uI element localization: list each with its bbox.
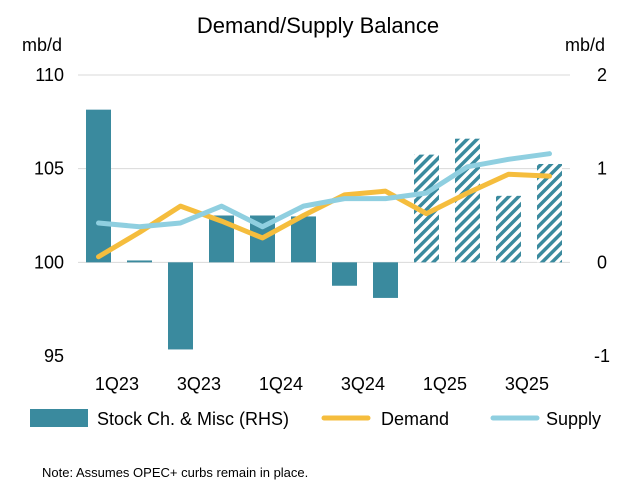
x-tick-label: 3Q23 [177, 374, 221, 394]
stock-change-bar [496, 195, 521, 263]
right-tick-label: 0 [597, 252, 607, 272]
stock-change-bar [455, 138, 480, 263]
axes: 95 100 105 110 -1 0 1 2 1Q23 3Q23 1Q24 3Q24 1Q25 3Q25 [34, 65, 610, 394]
stock-change-bar [127, 260, 152, 263]
left-tick-label: 110 [35, 65, 64, 85]
supply-line [96, 151, 552, 230]
stock-change-bar [373, 262, 398, 298]
legend-swatch-stock [30, 409, 88, 427]
stock-change-bar [168, 262, 193, 350]
line-series [96, 151, 552, 260]
stock-change-bar [86, 109, 111, 263]
stock-change-bar [332, 262, 357, 286]
stock-change-bar [291, 216, 316, 263]
x-tick-label: 1Q23 [95, 374, 139, 394]
legend: Stock Ch. & Misc (RHS) Demand Supply [30, 409, 601, 429]
x-tick-label: 3Q24 [341, 374, 385, 394]
chart-title: Demand/Supply Balance [197, 13, 439, 38]
legend-label: Demand [381, 409, 449, 429]
x-tick-label: 3Q25 [505, 374, 549, 394]
x-tick-label: 1Q25 [423, 374, 467, 394]
legend-label: Stock Ch. & Misc (RHS) [97, 409, 289, 429]
left-axis-unit: mb/d [22, 35, 62, 55]
right-tick-label: -1 [594, 346, 610, 366]
right-tick-label: 1 [597, 159, 607, 179]
demand-line [96, 171, 552, 260]
right-axis-unit: mb/d [565, 35, 605, 55]
legend-label: Supply [546, 409, 601, 429]
x-tick-label: 1Q24 [259, 374, 303, 394]
left-tick-label: 100 [34, 252, 64, 272]
chart-note: Note: Assumes OPEC+ curbs remain in plac… [42, 465, 308, 480]
left-tick-label: 95 [44, 346, 64, 366]
left-tick-label: 105 [34, 159, 64, 179]
bar-series [86, 109, 562, 350]
right-tick-label: 2 [597, 65, 607, 85]
stock-change-bar [537, 163, 562, 263]
gridlines [78, 74, 570, 263]
